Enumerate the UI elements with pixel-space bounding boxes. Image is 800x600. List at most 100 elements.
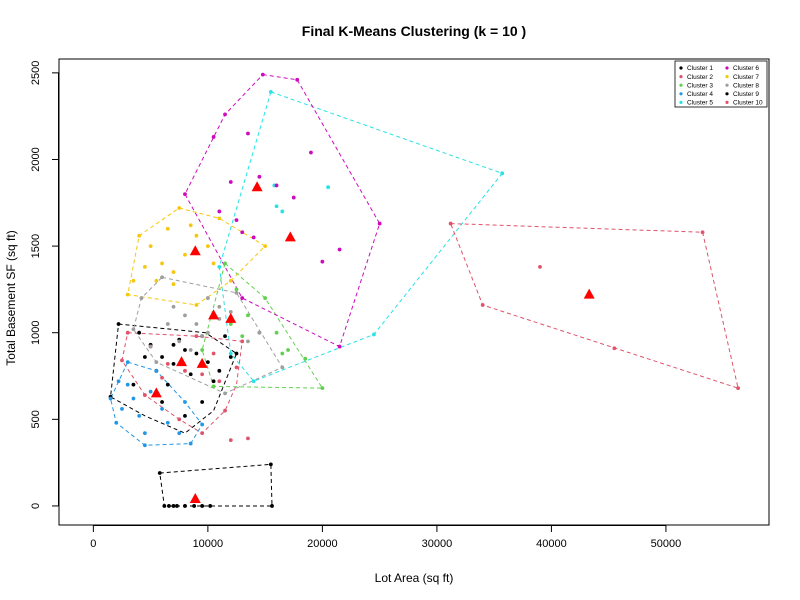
legend-entry: Cluster 6 xyxy=(733,65,759,72)
data-point xyxy=(188,223,193,228)
data-point xyxy=(337,247,342,252)
data-point xyxy=(228,278,233,283)
data-point xyxy=(162,504,167,508)
data-point xyxy=(171,270,176,274)
cluster-hull xyxy=(449,223,739,389)
data-point xyxy=(223,261,227,266)
data-point xyxy=(303,356,308,361)
data-point xyxy=(165,226,170,231)
legend-entry: Cluster 2 xyxy=(687,74,713,81)
data-point xyxy=(257,174,262,179)
data-point xyxy=(125,360,130,365)
data-point xyxy=(217,216,222,221)
data-point xyxy=(205,360,210,365)
data-point xyxy=(200,431,205,436)
data-point xyxy=(228,355,233,359)
data-point xyxy=(500,171,505,176)
data-point xyxy=(137,233,142,238)
centroid-marker xyxy=(251,181,263,192)
data-point xyxy=(268,90,273,94)
data-point xyxy=(183,400,187,404)
data-point xyxy=(160,407,164,411)
legend-entry: Cluster 1 xyxy=(687,65,713,72)
data-point xyxy=(171,504,176,508)
data-point xyxy=(280,351,285,356)
data-point xyxy=(171,304,176,309)
data-point xyxy=(154,368,159,373)
data-point xyxy=(183,504,187,508)
data-point xyxy=(177,431,182,436)
data-point xyxy=(194,334,199,339)
y-tick-label: 2000 xyxy=(30,147,42,171)
cluster-hull xyxy=(218,91,504,382)
data-point xyxy=(228,180,233,184)
data-point xyxy=(200,334,205,339)
data-point xyxy=(274,183,279,188)
centroid-marker xyxy=(189,245,201,256)
data-point xyxy=(246,313,250,318)
data-point xyxy=(194,233,199,238)
x-tick-label: 0 xyxy=(90,538,96,550)
data-point xyxy=(165,382,170,387)
data-point xyxy=(234,365,239,370)
chart-title: Final K-Means Clustering (k = 10 ) xyxy=(302,23,526,39)
x-tick-label: 10000 xyxy=(193,538,224,550)
data-point xyxy=(223,112,227,117)
data-point xyxy=(217,368,222,373)
data-point xyxy=(157,471,162,475)
data-point xyxy=(251,235,256,240)
legend-entry: Cluster 7 xyxy=(733,74,759,81)
data-point xyxy=(240,296,245,300)
legend-marker xyxy=(679,75,683,79)
data-point xyxy=(142,431,147,436)
legend-marker xyxy=(725,100,729,104)
data-point xyxy=(320,386,325,391)
centroid-marker xyxy=(176,356,188,367)
centroid-marker xyxy=(189,493,201,504)
data-point xyxy=(263,244,268,248)
data-point xyxy=(228,322,233,326)
centroid-marker xyxy=(583,288,595,299)
data-point xyxy=(177,417,182,422)
data-point xyxy=(205,296,210,300)
x-tick-label: 40000 xyxy=(536,538,567,550)
data-point xyxy=(142,443,147,448)
data-point xyxy=(200,348,205,352)
data-point xyxy=(217,316,222,321)
data-point xyxy=(194,322,199,326)
data-point xyxy=(211,379,216,384)
legend-entry: Cluster 8 xyxy=(733,82,759,89)
data-point xyxy=(612,346,617,351)
data-point xyxy=(200,372,205,377)
data-point xyxy=(274,204,279,209)
data-point xyxy=(116,379,121,384)
data-point xyxy=(377,221,382,226)
data-point xyxy=(183,348,187,352)
data-point xyxy=(211,135,216,139)
legend-entry: Cluster 5 xyxy=(687,100,713,107)
data-point xyxy=(160,375,164,380)
data-point xyxy=(183,413,187,418)
data-point xyxy=(148,389,153,394)
data-point xyxy=(217,379,222,384)
data-point xyxy=(217,304,222,309)
data-point xyxy=(137,413,142,418)
data-point xyxy=(125,330,130,335)
data-point xyxy=(217,264,222,269)
legend-marker xyxy=(725,75,729,79)
data-point xyxy=(205,330,210,335)
data-point xyxy=(228,310,233,314)
data-point xyxy=(223,334,227,339)
data-point xyxy=(125,292,130,297)
centroid-marker xyxy=(284,231,296,242)
data-point xyxy=(188,441,193,446)
data-point xyxy=(183,368,187,373)
data-point xyxy=(280,365,285,370)
legend-marker xyxy=(679,66,683,70)
data-point xyxy=(234,351,239,356)
data-point xyxy=(268,462,273,467)
data-point xyxy=(160,400,164,404)
data-point xyxy=(120,358,124,363)
